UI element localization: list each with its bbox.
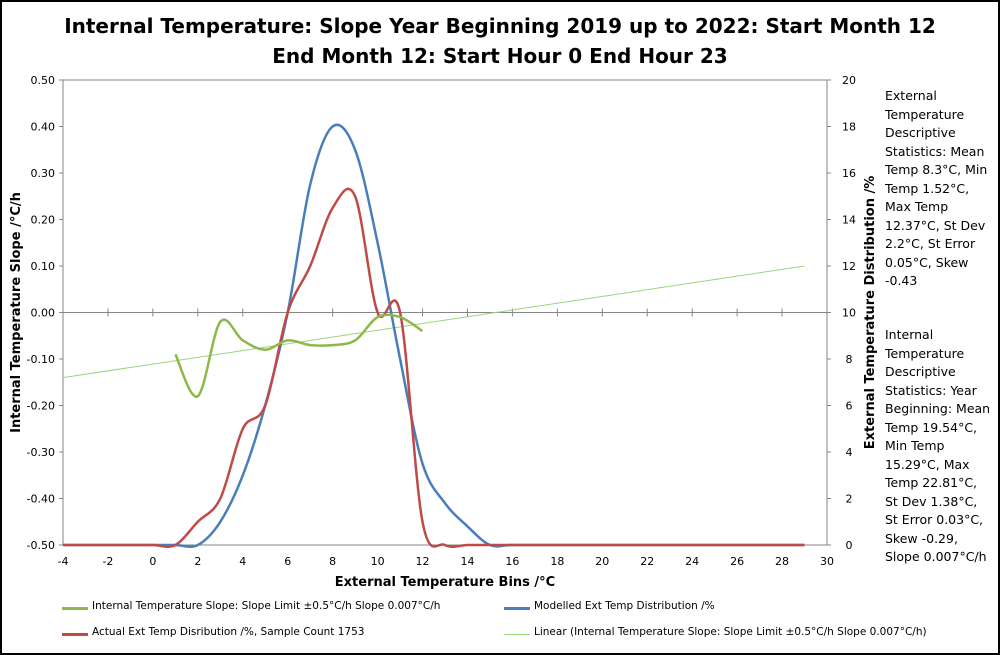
y-left-tick-label: -0.50 <box>27 539 55 552</box>
legend-swatch-linear <box>504 634 530 635</box>
legend-swatch-internal-slope <box>62 607 88 610</box>
y-left-tick-label: -0.20 <box>27 400 55 413</box>
y-right-tick-label: 14 <box>842 214 856 227</box>
x-tick-label: -4 <box>58 555 69 568</box>
series-modelled-distribution <box>62 123 805 548</box>
y-left-tick-label: -0.30 <box>27 446 55 459</box>
legend-label-internal-slope: Internal Temperature Slope: Slope Limit … <box>92 600 441 612</box>
y-left-tick-label: 0.30 <box>31 167 56 180</box>
chart-title-line-2: End Month 12: Start Hour 0 End Hour 23 <box>272 44 728 68</box>
x-tick-label: 30 <box>820 555 834 568</box>
y-right-tick-label: 20 <box>842 74 856 87</box>
x-tick-label: 12 <box>416 555 430 568</box>
y-left-tick-label: 0.40 <box>31 121 56 134</box>
x-tick-label: 16 <box>505 555 519 568</box>
y-left-tick-label: 0.50 <box>31 74 56 87</box>
y-left-tick-label: 0.10 <box>31 260 56 273</box>
y-left-tick-label: 0.20 <box>31 214 56 227</box>
x-tick-label: -2 <box>102 555 113 568</box>
x-tick-label: 24 <box>685 555 699 568</box>
y-left-tick-label: -0.10 <box>27 353 55 366</box>
x-tick-label: 4 <box>239 555 246 568</box>
x-tick-label: 8 <box>329 555 336 568</box>
x-tick-label: 28 <box>775 555 789 568</box>
series-linear-trendline <box>62 265 805 379</box>
x-tick-label: 22 <box>640 555 654 568</box>
y-right-tick-label: 8 <box>846 353 853 366</box>
x-tick-label: 10 <box>371 555 385 568</box>
y-left-tick-label: 0.00 <box>31 307 56 320</box>
external-stats-text: External Temperature Descriptive Statist… <box>885 88 988 288</box>
y-right-tick-label: 2 <box>846 493 853 506</box>
x-tick-label: 18 <box>550 555 564 568</box>
y-right-tick-label: 18 <box>842 121 856 134</box>
legend-label-actual: Actual Ext Temp Disribution /%, Sample C… <box>92 626 365 638</box>
legend-label-modelled: Modelled Ext Temp Distribution /% <box>534 600 715 612</box>
x-tick-label: 2 <box>194 555 201 568</box>
legend-swatch-modelled <box>504 607 530 610</box>
legend-swatch-actual <box>62 633 88 636</box>
x-tick-label: 26 <box>730 555 744 568</box>
x-tick-label: 14 <box>460 555 474 568</box>
chart-title-line-1: Internal Temperature: Slope Year Beginni… <box>64 14 936 38</box>
y-right-tick-label: 0 <box>846 539 853 552</box>
series-actual-distribution <box>62 187 805 548</box>
x-tick-label: 6 <box>284 555 291 568</box>
y-right-tick-label: 16 <box>842 167 856 180</box>
y-left-axis-title: Internal Temperature Slope /°C/h <box>9 192 24 433</box>
legend-label-linear: Linear (Internal Temperature Slope: Slop… <box>534 626 927 638</box>
x-tick-label: 20 <box>595 555 609 568</box>
internal-stats-text: Internal Temperature Descriptive Statist… <box>885 327 991 564</box>
y-right-tick-label: 10 <box>842 307 856 320</box>
x-axis-title: External Temperature Bins /°C <box>335 575 555 590</box>
y-right-tick-label: 6 <box>846 400 853 413</box>
y-right-tick-label: 12 <box>842 260 856 273</box>
series-internal-slope <box>174 313 424 398</box>
y-right-axis-title: External Temperature Distribution /% <box>863 176 878 450</box>
x-tick-label: 0 <box>149 555 156 568</box>
y-right-tick-label: 4 <box>846 446 853 459</box>
y-left-tick-label: -0.40 <box>27 493 55 506</box>
